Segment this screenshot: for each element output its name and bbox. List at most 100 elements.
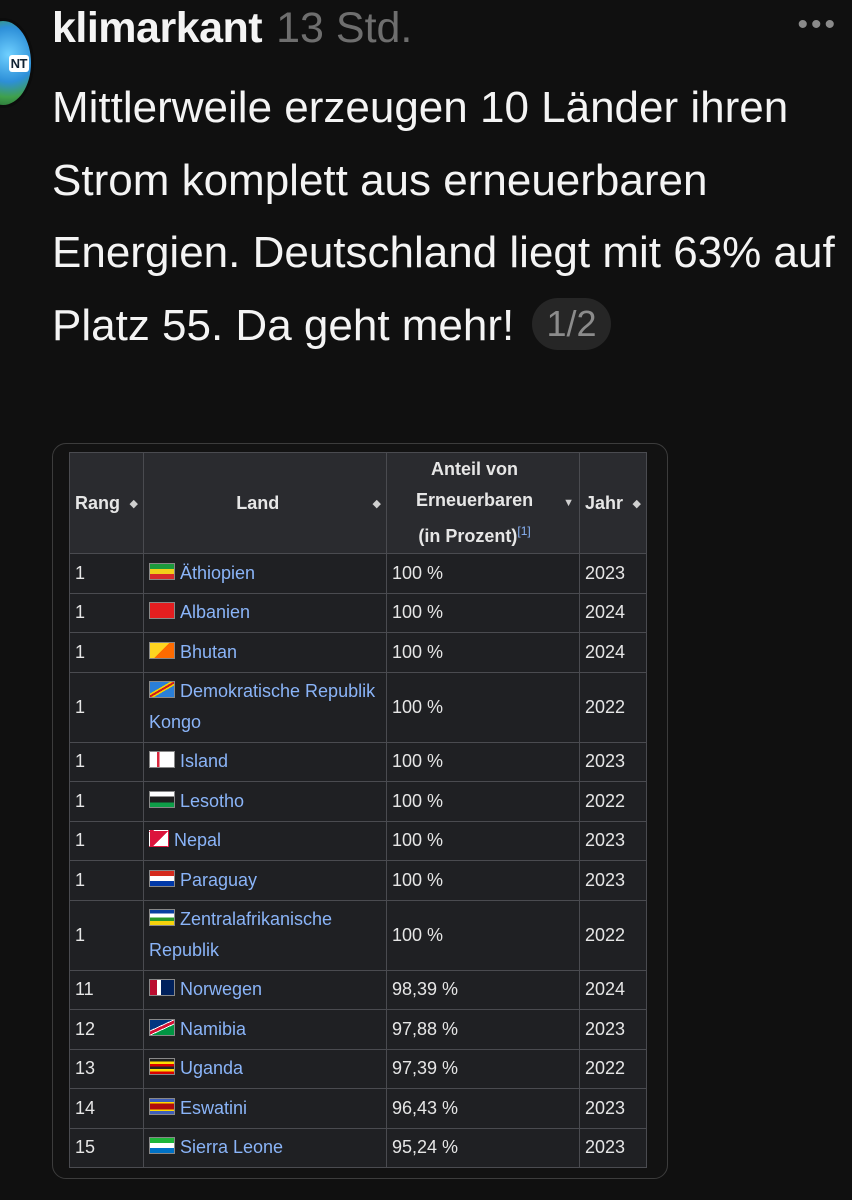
cell-rang: 1 <box>69 860 144 901</box>
cell-rang: 1 <box>69 899 144 971</box>
header-land-label: Land <box>236 492 280 513</box>
username[interactable]: klimarkant <box>52 4 263 52</box>
country-link[interactable]: Eswatini <box>180 1097 248 1118</box>
cell-rang: 1 <box>69 781 144 822</box>
header-anteil-line2: Erneuerbaren <box>416 490 534 510</box>
cell-rang: 1 <box>69 592 144 633</box>
cell-rang: 1 <box>69 671 144 743</box>
country-link[interactable]: Albanien <box>180 602 251 623</box>
country-link[interactable]: Norwegen <box>180 979 263 1000</box>
cell-jahr: 2023 <box>579 820 647 861</box>
sort-icon[interactable]: ◆ <box>129 497 138 510</box>
header-anteil-line3: (in Prozent) <box>418 526 518 546</box>
country-link[interactable]: Äthiopien <box>180 562 256 583</box>
country-link[interactable]: Demokratische Republik Kongo <box>149 681 376 732</box>
country-link[interactable]: Bhutan <box>180 641 238 662</box>
renewables-table: Rang ◆ Land ◆ Anteil von Erneuerbaren (in … <box>69 452 647 1168</box>
table-row: 12 Namibia 97,88 % 2023 <box>69 1009 647 1050</box>
header-land[interactable]: Land ◆ <box>143 452 387 554</box>
table-row: 1 Demokratische Republik Kongo 100 % 2022 <box>69 671 647 743</box>
flag-icon <box>149 751 175 769</box>
cell-rang: 14 <box>69 1088 144 1129</box>
cell-jahr: 2022 <box>579 671 647 743</box>
cell-anteil: 100 % <box>386 860 580 901</box>
more-horizontal-icon[interactable]: ••• <box>797 8 838 41</box>
cell-anteil: 100 % <box>386 671 580 743</box>
flag-icon <box>149 830 169 848</box>
country-link[interactable]: Island <box>180 751 229 772</box>
sort-icon[interactable]: ◆ <box>372 497 381 510</box>
table-row: 1 Albanien 100 % 2024 <box>69 592 647 633</box>
table-row: 1 Bhutan 100 % 2024 <box>69 632 647 673</box>
table-row: 15 Sierra Leone 95,24 % 2023 <box>69 1127 647 1168</box>
cell-jahr: 2024 <box>579 969 647 1010</box>
cell-land: Sierra Leone <box>143 1127 387 1168</box>
reference-link[interactable]: [1] <box>517 524 531 538</box>
cell-land: Äthiopien <box>143 553 387 594</box>
header-rang[interactable]: Rang ◆ <box>69 452 144 554</box>
cell-anteil: 100 % <box>386 632 580 673</box>
flag-icon <box>149 979 175 997</box>
cell-jahr: 2023 <box>579 1127 647 1168</box>
cell-jahr: 2023 <box>579 1009 647 1050</box>
cell-land: Island <box>143 741 387 782</box>
country-link[interactable]: Nepal <box>174 830 222 851</box>
country-link[interactable]: Zentralafrikanische Republik <box>149 909 333 960</box>
sort-icon[interactable]: ◆ <box>632 497 641 510</box>
table-body: 1 Äthiopien 100 % 2023 1 Albanien 100 % 2024 1 Bh… <box>69 553 647 1168</box>
cell-jahr: 2024 <box>579 632 647 673</box>
cell-anteil: 100 % <box>386 820 580 861</box>
media-pager: 1/2 <box>532 297 611 350</box>
country-link[interactable]: Namibia <box>180 1018 247 1039</box>
cell-anteil: 100 % <box>386 899 580 971</box>
table-header-row: Rang ◆ Land ◆ Anteil von Erneuerbaren (in … <box>69 452 647 554</box>
flag-icon <box>149 562 175 580</box>
table-row: 1 Nepal 100 % 2023 <box>69 820 647 861</box>
flag-icon <box>149 869 175 887</box>
header-rang-label: Rang <box>75 492 120 513</box>
cell-anteil: 98,39 % <box>386 969 580 1010</box>
table-row: 1 Island 100 % 2023 <box>69 741 647 782</box>
flag-icon <box>149 1018 175 1036</box>
post-text: Mittlerweile erzeugen 10 Länder ihren St… <box>52 72 847 362</box>
cell-jahr: 2023 <box>579 860 647 901</box>
image-card[interactable]: Rang ◆ Land ◆ Anteil von Erneuerbaren (in … <box>52 443 668 1179</box>
table-row: 13 Uganda 97,39 % 2022 <box>69 1048 647 1089</box>
flag-icon <box>149 909 175 926</box>
flag-icon <box>149 641 175 659</box>
cell-land: Zentralafrikanische Republik <box>143 899 387 971</box>
flag-icon <box>149 1097 175 1115</box>
header-jahr[interactable]: Jahr ◆ <box>579 452 647 554</box>
cell-rang: 1 <box>69 741 144 782</box>
cell-land: Eswatini <box>143 1088 387 1129</box>
cell-land: Norwegen <box>143 969 387 1010</box>
avatar[interactable]: NT <box>0 18 34 108</box>
cell-rang: 1 <box>69 553 144 594</box>
flag-icon <box>149 1058 175 1076</box>
country-link[interactable]: Sierra Leone <box>180 1137 284 1158</box>
header-anteil[interactable]: Anteil von Erneuerbaren (in Prozent)[1] … <box>386 452 580 554</box>
flag-icon <box>149 790 175 808</box>
post-header: klimarkant 13 Std. <box>52 4 412 56</box>
cell-jahr: 2022 <box>579 1048 647 1089</box>
cell-jahr: 2024 <box>579 592 647 633</box>
flag-icon <box>149 602 175 620</box>
sort-desc-icon[interactable]: ▼ <box>563 497 574 509</box>
country-link[interactable]: Paraguay <box>180 869 258 890</box>
table-row: 1 Paraguay 100 % 2023 <box>69 860 647 901</box>
cell-land: Demokratische Republik Kongo <box>143 671 387 743</box>
cell-rang: 11 <box>69 969 144 1010</box>
cell-anteil: 97,39 % <box>386 1048 580 1089</box>
cell-land: Uganda <box>143 1048 387 1089</box>
cell-land: Lesotho <box>143 781 387 822</box>
avatar-badge: NT <box>8 55 29 72</box>
country-link[interactable]: Uganda <box>180 1058 244 1079</box>
cell-anteil: 95,24 % <box>386 1127 580 1168</box>
cell-land: Nepal <box>143 820 387 861</box>
table-row: 1 Zentralafrikanische Republik 100 % 2022 <box>69 899 647 971</box>
cell-rang: 15 <box>69 1127 144 1168</box>
country-link[interactable]: Lesotho <box>180 790 245 811</box>
table-row: 1 Äthiopien 100 % 2023 <box>69 553 647 594</box>
flag-icon <box>149 681 175 698</box>
table-row: 14 Eswatini 96,43 % 2023 <box>69 1088 647 1129</box>
